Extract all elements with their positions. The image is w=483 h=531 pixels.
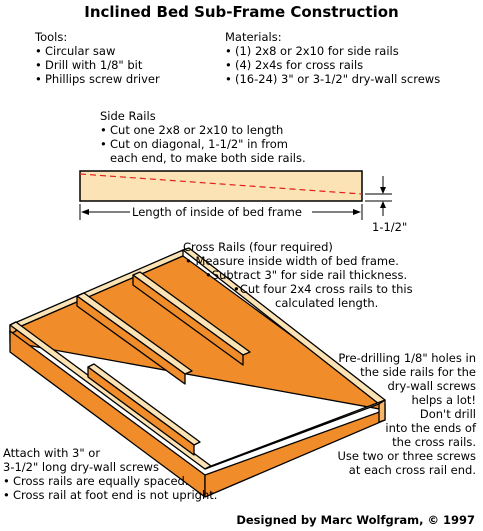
cross-rail-1-face [76,295,186,385]
cross-rails-step: •Subtract 3" for side rail thickness. [205,268,408,282]
tools-heading: Tools: [35,30,68,44]
length-label: Length of inside of bed frame [132,205,302,219]
side-rail-board [79,170,363,202]
side-rails-step: Cut on diagonal, 1-1/2" in from [100,137,306,151]
offset-label: 1-1/2" [372,220,408,234]
attach-line: Attach with 3" or [3,446,101,460]
tool-item: Phillips screw driver [35,72,160,86]
cross-rail-2-face [132,274,244,366]
predrill-line: dry-wall screws [387,379,476,393]
cross-rails-heading: Cross Rails (four required) [183,240,333,254]
predrill-line: Pre-drilling 1/8" holes in [338,351,476,365]
predrill-line: the side rails for the [360,365,476,379]
tools-list: Circular saw Drill with 1/8" bit Phillip… [35,44,160,86]
cross-rails-step: •Cut four 2x4 cross rails to this [233,282,413,296]
diagram-title: Inclined Bed Sub-Frame Construction [84,3,399,21]
predrill-note: Pre-drilling 1/8" holes in the side rail… [337,351,476,477]
bed-frame [9,247,386,498]
attach-line: 3-1/2" long dry-wall screws [3,460,159,474]
material-item: (1) 2x8 or 2x10 for side rails [225,44,440,58]
predrill-line: into the ends of [385,421,476,435]
cross-rails-step-continued: calculated length. [275,296,379,310]
side-rails-step: Cut one 2x8 or 2x10 to length [100,123,306,137]
attach-list: Cross rails are equally spaced. Cross ra… [3,474,217,502]
diagonal-cut-line [79,173,363,195]
tool-item: Circular saw [35,44,160,58]
tools-block: Tools: Circular saw Drill with 1/8" bit … [35,30,160,86]
materials-heading: Materials: [225,30,282,44]
material-item: (4) 2x4s for cross rails [225,58,440,72]
predrill-line: Don't drill [419,407,476,421]
front-rail-end [378,399,386,423]
attach-item: Cross rail at foot end is not upright. [3,488,217,502]
predrill-line: at each cross rail end. [348,463,476,477]
side-rails-heading: Side Rails [100,109,156,123]
predrill-line: the cross rails. [392,435,476,449]
tool-item: Drill with 1/8" bit [35,58,160,72]
offset-dimension [365,176,392,216]
predrill-line: Use two or three screws [337,449,476,463]
side-rails-block: Side Rails Cut one 2x8 or 2x10 to length… [100,109,306,165]
length-dimension [79,204,363,220]
cross-rails-step: • Measure inside width of bed frame. [185,254,399,268]
attach-note: Attach with 3" or 3-1/2" long dry-wall s… [3,446,217,502]
material-item: (16-24) 3" or 3-1/2" dry-wall screws [225,72,440,86]
attach-item: Cross rails are equally spaced. [3,474,217,488]
materials-block: Materials: (1) 2x8 or 2x10 for side rail… [225,30,440,86]
cross-rails-block: Cross Rails (four required) • Measure in… [183,240,413,310]
side-rails-list: Cut one 2x8 or 2x10 to length Cut on dia… [100,123,306,151]
cross-rail-3-face [87,366,195,456]
board-shape [79,170,363,202]
credit: Designed by Marc Wolfgram, © 1997 [236,513,475,527]
materials-list: (1) 2x8 or 2x10 for side rails (4) 2x4s … [225,44,440,86]
side-rails-step-continued: each end, to make both side rails. [110,151,306,165]
predrill-line: helps a lot! [411,393,476,407]
